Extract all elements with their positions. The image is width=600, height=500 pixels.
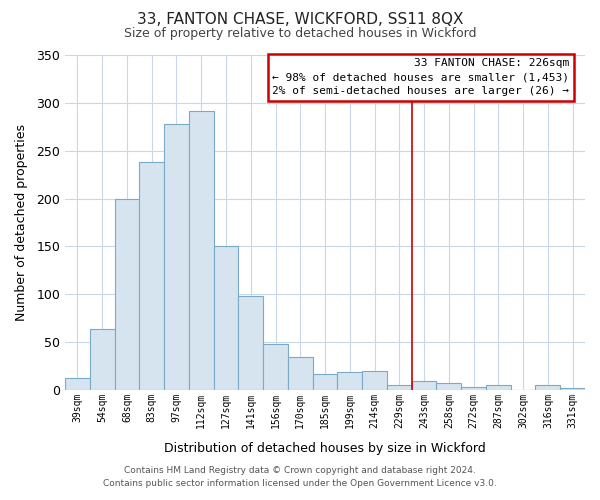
Bar [486,386,511,390]
Bar [313,374,337,390]
Bar [436,384,461,390]
Text: Contains HM Land Registry data © Crown copyright and database right 2024.
Contai: Contains HM Land Registry data © Crown c… [103,466,497,487]
Bar [263,344,288,390]
Bar [337,372,362,390]
Bar [461,387,486,390]
X-axis label: Distribution of detached houses by size in Wickford: Distribution of detached houses by size … [164,442,486,455]
Bar [214,246,238,390]
Text: 33 FANTON CHASE: 226sqm
← 98% of detached houses are smaller (1,453)
2% of semi-: 33 FANTON CHASE: 226sqm ← 98% of detache… [272,58,569,96]
Bar [65,378,90,390]
Bar [412,382,436,390]
Y-axis label: Number of detached properties: Number of detached properties [15,124,28,321]
Bar [238,296,263,390]
Bar [560,388,585,390]
Text: Size of property relative to detached houses in Wickford: Size of property relative to detached ho… [124,28,476,40]
Bar [164,124,189,390]
Bar [535,386,560,390]
Text: 33, FANTON CHASE, WICKFORD, SS11 8QX: 33, FANTON CHASE, WICKFORD, SS11 8QX [137,12,463,28]
Bar [90,329,115,390]
Bar [362,371,387,390]
Bar [189,112,214,390]
Bar [115,198,139,390]
Bar [387,386,412,390]
Bar [288,356,313,390]
Bar [139,162,164,390]
